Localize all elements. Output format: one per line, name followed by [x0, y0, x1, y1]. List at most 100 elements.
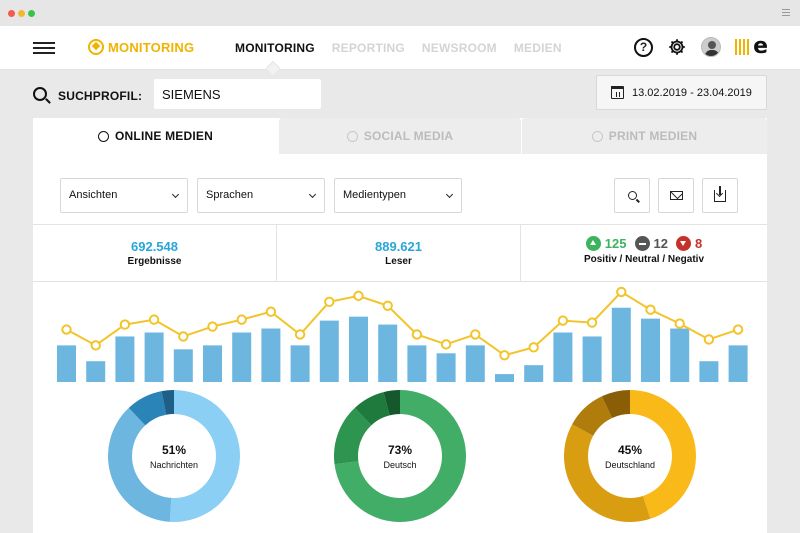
search-icon — [33, 87, 47, 101]
search-profile-input[interactable] — [154, 79, 321, 109]
positive-count: 125 — [604, 236, 627, 251]
calendar-icon — [611, 86, 624, 99]
tab-social-media[interactable]: SOCIAL MEDIA — [279, 118, 521, 154]
chart-point — [586, 317, 598, 328]
donut-slice — [107, 407, 172, 522]
search-profile-label: SUCHPROFIL: — [58, 89, 143, 103]
minus-icon — [634, 236, 650, 251]
nav-right-tools: ? e — [634, 36, 768, 58]
chart-bar — [407, 345, 427, 382]
donut-value: 45% — [617, 443, 643, 457]
chart-point — [90, 340, 101, 351]
chart-point — [528, 342, 539, 353]
donut-label: Nachrichten — [149, 460, 199, 470]
email-button[interactable] — [658, 178, 694, 213]
chart-bar — [144, 332, 164, 382]
filter-sprachen-select[interactable]: Sprachen — [197, 178, 325, 213]
donut-slice — [354, 392, 390, 426]
window-menu-icon[interactable] — [782, 9, 790, 18]
minimize-window-button[interactable] — [18, 10, 25, 17]
tab-label: PRINT MEDIEN — [608, 129, 698, 143]
monitoring-logo-icon — [88, 39, 104, 55]
chart-line — [66, 290, 739, 357]
donut-slice — [128, 391, 167, 426]
hamburger-menu-icon[interactable] — [33, 42, 55, 57]
nav-link-medien[interactable]: MEDIEN — [513, 41, 562, 55]
donut-slice — [334, 390, 466, 522]
gear-icon[interactable] — [667, 37, 687, 57]
donut-label: Deutsch — [383, 460, 417, 470]
nav-link-reporting[interactable]: REPORTING — [331, 41, 405, 55]
chart-bar — [203, 345, 222, 382]
chart-point — [265, 306, 277, 317]
chart-bar — [290, 345, 310, 382]
chart-point — [119, 319, 131, 330]
stat-results: 692.548 Ergebnisse — [33, 225, 277, 281]
chart-bar — [670, 328, 690, 382]
negative-count: 8 — [694, 236, 703, 251]
chart-bar — [57, 345, 76, 382]
date-range-picker[interactable]: 13.02.2019 - 23.04.2019 — [596, 75, 767, 110]
search-button[interactable] — [614, 178, 650, 213]
newspaper-icon — [591, 130, 603, 142]
donut-chart-deutschland: 45% Deutschland — [564, 390, 696, 522]
chart-bar — [115, 336, 135, 382]
stats-bar: 692.548 Ergebnisse 889.621 Leser 125 12 … — [33, 224, 767, 282]
donut-chart-deutsch: 73% Deutsch — [334, 390, 466, 522]
donut-slice — [572, 396, 613, 436]
search-icon — [627, 191, 637, 200]
nav-link-monitoring[interactable]: MONITORING — [235, 41, 315, 55]
main-nav-links: MONITORING REPORTING NEWSROOM MEDIEN — [235, 41, 579, 55]
chart-point — [616, 286, 627, 298]
download-button[interactable] — [702, 178, 738, 213]
stat-sentiment: 125 12 8 Positiv / Neutral / Negativ — [521, 225, 767, 281]
brand-logo: e — [735, 36, 768, 58]
chart-point — [236, 314, 247, 325]
chart-bar — [378, 324, 398, 382]
donut-slice — [161, 390, 174, 415]
chart-bar — [261, 328, 281, 382]
donut-value: 51% — [161, 443, 187, 457]
media-tabs: ONLINE MEDIEN SOCIAL MEDIA PRINT MEDIEN — [33, 118, 767, 154]
chart-bar — [728, 345, 748, 382]
sentiment-values: 125 12 8 — [521, 236, 767, 251]
app-logo[interactable]: MONITORING — [88, 39, 194, 55]
window-titlebar — [0, 0, 800, 26]
arrow-up-icon — [585, 236, 601, 251]
results-value: 692.548 — [131, 239, 178, 254]
neutral-count: 12 — [653, 236, 668, 251]
filter-ansichten-select[interactable]: Ansichten — [60, 178, 188, 213]
filter-medientypen-select[interactable]: Medientypen — [334, 178, 462, 213]
chart-bar — [349, 316, 368, 382]
readers-label: Leser — [385, 256, 412, 267]
donut-chart-nachrichten: 51% Nachrichten — [107, 390, 240, 522]
download-icon — [714, 185, 726, 202]
top-navigation: MONITORING MONITORING REPORTING NEWSROOM… — [0, 26, 800, 76]
user-avatar[interactable] — [701, 37, 722, 57]
donut-slice — [169, 390, 240, 522]
nav-link-newsroom[interactable]: NEWSROOM — [421, 41, 497, 55]
tab-label: ONLINE MEDIEN — [115, 129, 213, 143]
logo-text: MONITORING — [108, 39, 195, 55]
chart-bar — [641, 318, 660, 382]
tab-online-medien[interactable]: ONLINE MEDIEN — [33, 118, 278, 154]
chart-point — [557, 315, 569, 326]
tab-print-medien[interactable]: PRINT MEDIEN — [522, 118, 767, 154]
chart-bar — [319, 320, 339, 382]
chart-point — [148, 314, 160, 325]
help-icon[interactable]: ? — [634, 37, 654, 57]
chart-bar — [232, 332, 252, 382]
globe-icon — [98, 130, 110, 142]
close-window-button[interactable] — [8, 10, 15, 17]
chart-bar — [524, 365, 544, 382]
donut-slice — [383, 390, 400, 416]
chart-bar — [173, 349, 193, 382]
donut-slice — [334, 407, 372, 465]
arrow-down-icon — [675, 236, 691, 251]
chart-bar — [436, 353, 456, 382]
chart-bar — [699, 361, 719, 382]
donut-label: Deutschland — [604, 460, 656, 470]
chart-point — [324, 296, 335, 308]
chart-point — [674, 318, 685, 329]
maximize-window-button[interactable] — [28, 10, 35, 17]
